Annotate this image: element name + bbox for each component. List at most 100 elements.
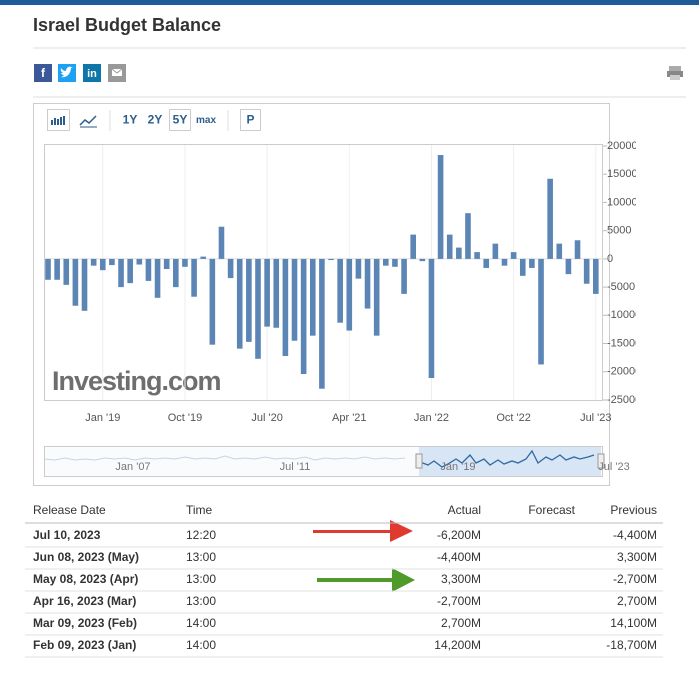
bar xyxy=(118,258,124,288)
table-header: Time xyxy=(186,503,213,517)
bar xyxy=(218,226,225,259)
bar xyxy=(510,252,517,259)
table-cell: 3,300M xyxy=(617,550,657,564)
table-cell: 2,700M xyxy=(617,594,657,608)
bar-icon xyxy=(51,116,65,125)
chart-toolbar: P 1Y 2Y 5Y max xyxy=(47,109,261,131)
bar xyxy=(401,258,407,294)
bar xyxy=(556,243,563,259)
bar xyxy=(328,258,334,261)
facebook-icon: f xyxy=(41,66,46,80)
bar xyxy=(410,234,416,259)
bar xyxy=(209,258,216,345)
table-cell: -2,700M xyxy=(613,572,657,586)
x-tick-label: Jan '22 xyxy=(414,412,449,424)
bar xyxy=(255,258,261,359)
table-cell: 13:00 xyxy=(186,572,216,586)
bar xyxy=(291,258,298,341)
bar xyxy=(547,178,553,259)
bar xyxy=(81,258,88,311)
range-button[interactable]: 1Y xyxy=(123,113,138,127)
navigator-label: Jan '07 xyxy=(115,461,150,473)
table-cell: 14,200M xyxy=(434,638,481,652)
facebook-button[interactable] xyxy=(34,64,52,82)
bar xyxy=(529,258,535,268)
navigator-handle[interactable] xyxy=(415,453,423,469)
bar xyxy=(364,258,371,309)
x-tick-label: Oct '22 xyxy=(496,412,531,424)
table-cell: -2,700M xyxy=(437,594,481,608)
watermark: Investing.com xyxy=(52,366,221,396)
y-tick-label: -20000 xyxy=(607,366,641,378)
bar xyxy=(173,258,179,288)
bar xyxy=(45,258,51,280)
table-cell: -18,700M xyxy=(606,638,657,652)
bar xyxy=(392,258,398,267)
navigator-label: Jul '11 xyxy=(280,461,311,473)
bar xyxy=(456,247,462,259)
range-selected xyxy=(169,109,191,131)
email-flap xyxy=(111,68,123,74)
range-button[interactable]: max xyxy=(196,115,216,126)
table-cell: Jun 08, 2023 (May) xyxy=(33,550,139,564)
bar xyxy=(474,252,480,259)
chart-frame xyxy=(33,103,610,486)
navigator-history xyxy=(44,455,406,461)
bar xyxy=(419,258,426,262)
bar xyxy=(182,258,188,267)
line-type-button[interactable] xyxy=(79,115,97,126)
table-header: Forecast xyxy=(528,503,575,517)
share-bar: f in xyxy=(34,64,126,82)
bar xyxy=(355,258,362,279)
print-button[interactable] xyxy=(667,66,683,80)
table-cell: 14:00 xyxy=(186,638,216,652)
period-button[interactable] xyxy=(240,109,261,131)
bar xyxy=(191,258,197,297)
bar xyxy=(282,258,289,356)
table-header: Release Date xyxy=(33,503,106,517)
bar xyxy=(90,258,97,266)
table-cell: 2,700M xyxy=(441,616,481,630)
table-cell: May 08, 2023 (Apr) xyxy=(33,572,138,586)
navigator-label: Jul '23 xyxy=(598,461,629,473)
bar xyxy=(163,258,170,270)
table-header: Actual xyxy=(448,503,481,517)
bar xyxy=(565,258,572,275)
bar xyxy=(337,258,343,323)
bar xyxy=(136,258,143,265)
bar xyxy=(236,258,243,349)
bar xyxy=(99,258,106,271)
bar xyxy=(519,258,526,276)
range-button[interactable]: 2Y xyxy=(148,113,163,127)
bar xyxy=(309,258,316,336)
bar xyxy=(127,258,133,284)
bar xyxy=(72,258,79,306)
table-cell: -4,400M xyxy=(437,550,481,564)
linkedin-icon: in xyxy=(87,68,97,80)
y-tick-label: -25000 xyxy=(607,394,641,406)
linkedin-button[interactable] xyxy=(83,64,101,82)
bar xyxy=(227,258,234,279)
y-tick-label: 0 xyxy=(607,253,613,265)
bar xyxy=(492,243,499,259)
y-tick-label: -5000 xyxy=(607,281,635,293)
bar xyxy=(593,258,599,294)
annotation-arrows xyxy=(313,520,415,592)
x-tick-label: Jul '23 xyxy=(580,412,611,424)
navigator-handle[interactable] xyxy=(597,453,605,469)
bar xyxy=(264,258,270,327)
bar xyxy=(200,256,207,259)
bar xyxy=(109,258,115,266)
table-cell: 12:20 xyxy=(186,528,216,542)
plot: 20000 15000 10000 5000 0 -5000 -10000 -15000 -20… xyxy=(44,140,641,424)
range-button[interactable]: 5Y xyxy=(173,113,188,127)
top-bar xyxy=(0,0,699,5)
table-cell: -4,400M xyxy=(613,528,657,542)
table-cell: Apr 16, 2023 (Mar) xyxy=(33,594,136,608)
y-tick-label: -15000 xyxy=(607,337,641,349)
bar xyxy=(145,258,152,281)
data-table: Release Date Time Actual Forecast Previous Ju… xyxy=(25,503,663,658)
bar xyxy=(63,258,70,285)
y-tick-label: -10000 xyxy=(607,309,641,321)
